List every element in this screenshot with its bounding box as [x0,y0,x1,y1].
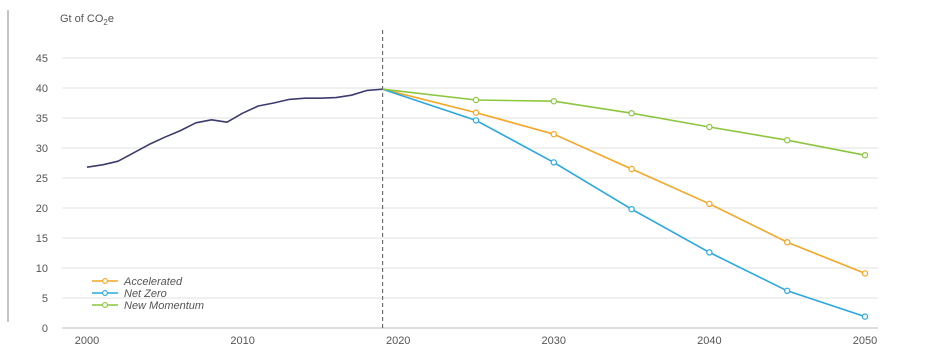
series-new-momentum [382,88,869,159]
legend-label-net-zero: Net Zero [124,288,167,300]
x-tick-2020: 2020 [386,335,410,347]
new-momentum-point-2030 [550,97,558,105]
y-tick-20: 20 [36,203,48,215]
series-lines [86,88,869,320]
accelerated-point-2045 [784,238,791,246]
y-tick-0: 0 [42,323,48,335]
y-tick-15: 15 [36,233,48,245]
y-tick-10: 10 [36,263,48,275]
series-accelerated [382,88,869,277]
net-zero-point-2040 [706,249,713,256]
legend-item-new-momentum: New Momentum [92,300,204,312]
legend-marker-new-momentum [102,302,108,308]
new-momentum-line [382,88,866,156]
y-tick-40: 40 [36,83,48,95]
net-zero-line [382,88,866,318]
legend-item-accelerated: Accelerated [92,276,183,288]
legend-marker-net-zero [102,290,108,296]
accelerated-point-2025 [472,109,480,116]
net-zero-point-2045 [784,287,791,294]
gridlines [62,57,878,329]
y-tick-labels: 0 5 10 15 20 25 30 35 40 45 [36,53,48,335]
legend-marker-accelerated [102,278,108,284]
x-tick-2010: 2010 [230,335,254,347]
new-momentum-point-2040 [706,123,713,131]
accelerated-point-2030 [550,130,558,138]
y-tick-5: 5 [42,293,48,305]
new-momentum-point-2050 [861,151,869,159]
accelerated-point-2035 [628,165,635,173]
accelerated-point-2050 [861,270,869,277]
x-tick-2050: 2050 [853,335,877,347]
net-zero-point-2030 [550,159,558,166]
y-tick-35: 35 [36,113,48,125]
x-tick-2040: 2040 [697,335,721,347]
new-momentum-point-2025 [472,96,480,104]
y-axis-label: Gt of CO2e [60,13,114,27]
new-momentum-point-2045 [784,136,791,144]
x-tick-2000: 2000 [75,335,99,347]
y-tick-45: 45 [36,53,48,65]
net-zero-point-2050 [861,313,869,320]
legend-label-accelerated: Accelerated [123,276,183,288]
y-tick-30: 30 [36,143,48,155]
legend-item-net-zero: Net Zero [92,288,167,300]
x-tick-labels: 2000 2010 2020 2030 2040 2050 [75,335,877,347]
legend-label-new-momentum: New Momentum [124,300,204,312]
x-tick-2030: 2030 [542,335,566,347]
accelerated-line [382,88,866,275]
net-zero-point-2035 [628,205,635,213]
historical-line [86,88,383,168]
series-net-zero [382,88,869,320]
accelerated-point-2040 [706,200,713,207]
net-zero-point-2025 [472,117,480,124]
y-tick-25: 25 [36,173,48,185]
new-momentum-point-2035 [628,109,635,117]
